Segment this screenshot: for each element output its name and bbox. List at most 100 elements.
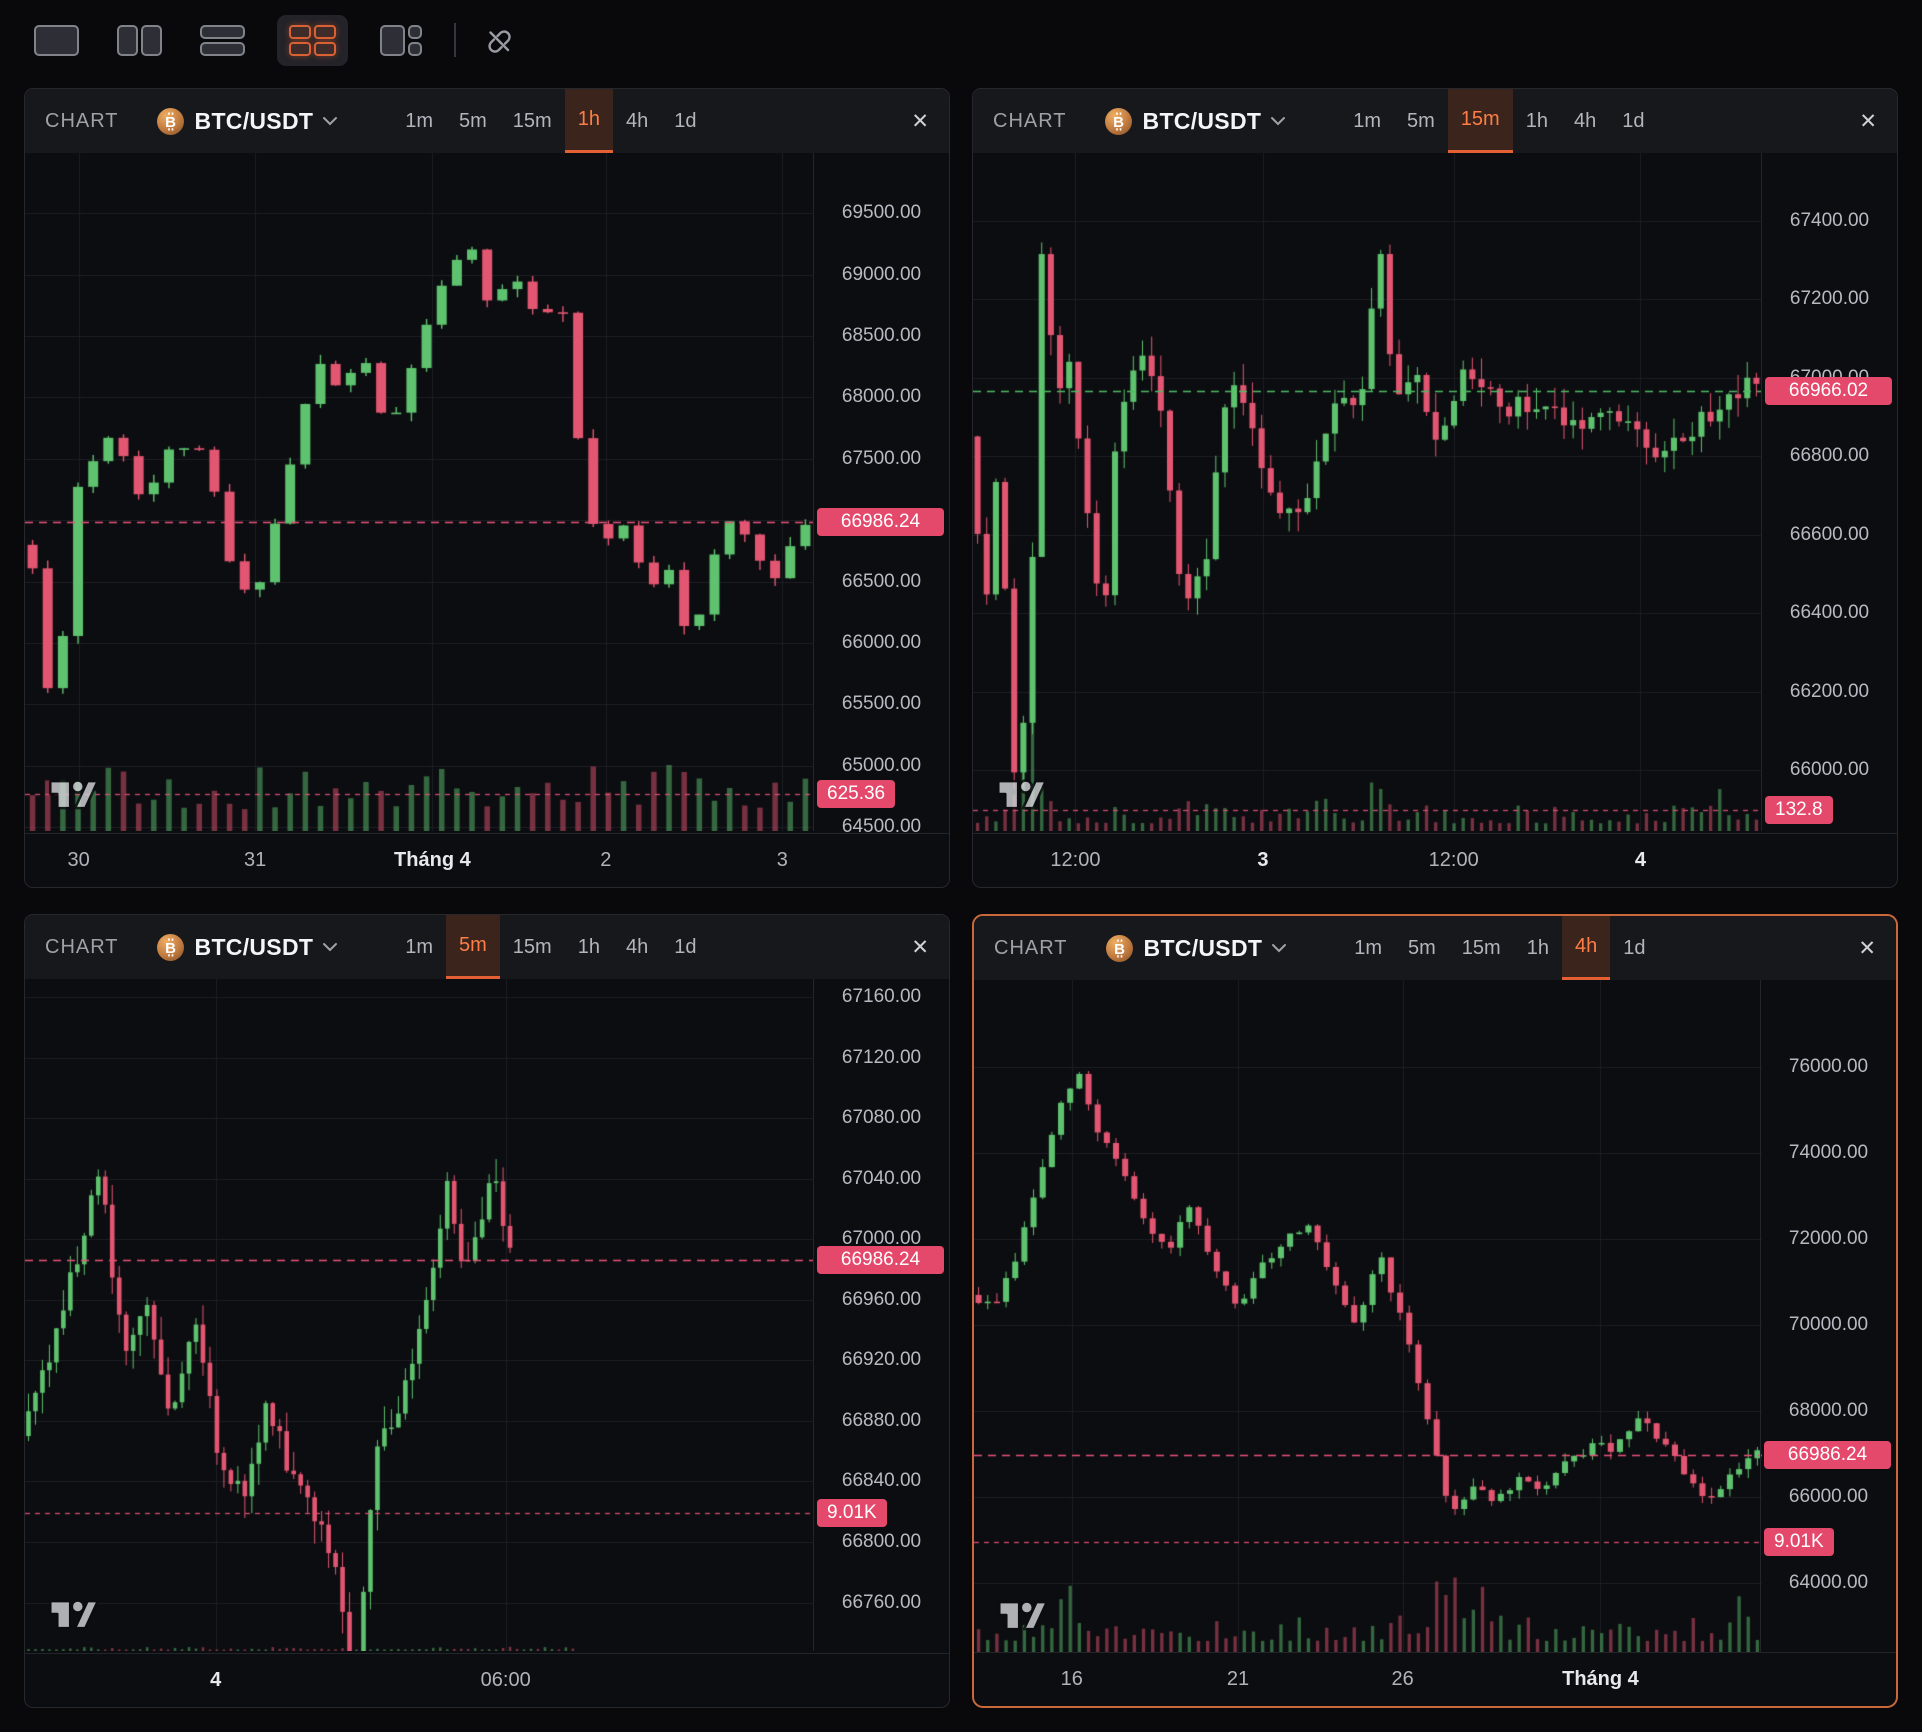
panel-header: CHART B BTC/USDT 1m 5m 15m 1h 4h 1d ✕ bbox=[25, 89, 949, 153]
chevron-down-icon[interactable] bbox=[322, 942, 338, 952]
chart-area: 76000.00 74000.00 72000.00 70000.00 68000.00… bbox=[974, 916, 1896, 1706]
svg-text:B: B bbox=[165, 114, 176, 131]
price-tick-label: 64000.00 bbox=[1788, 1572, 1869, 1594]
price-scale[interactable]: 67160.00 67120.00 67080.00 67040.00 67000.00… bbox=[813, 979, 949, 1651]
candlestick-chart[interactable] bbox=[974, 980, 1762, 1652]
timeframe-15m[interactable]: 15m bbox=[500, 89, 565, 153]
time-scale[interactable]: 16 21 26 Tháng 4 bbox=[974, 1652, 1896, 1706]
layout-one-plus-two-button[interactable] bbox=[374, 19, 428, 62]
timeframe-1d[interactable]: 1d bbox=[1609, 89, 1657, 153]
time-tick-label: 4 bbox=[1634, 849, 1646, 871]
chevron-down-icon[interactable] bbox=[1270, 116, 1286, 126]
timeframe-15m[interactable]: 15m bbox=[1449, 916, 1514, 980]
time-tick-label: 31 bbox=[243, 849, 267, 871]
time-tick-label: 3 bbox=[776, 849, 788, 871]
timeframe-1h[interactable]: 1h bbox=[565, 915, 613, 979]
layout-grid-2x2-button[interactable] bbox=[277, 14, 348, 66]
price-tick-label: 64500.00 bbox=[841, 816, 922, 838]
price-tick-label: 67120.00 bbox=[841, 1046, 922, 1068]
timeframe-1d[interactable]: 1d bbox=[661, 89, 709, 153]
close-panel-button[interactable]: ✕ bbox=[905, 103, 935, 140]
candlestick-chart[interactable] bbox=[973, 153, 1761, 831]
price-tick-label: 76000.00 bbox=[1788, 1055, 1869, 1077]
price-tick-label: 72000.00 bbox=[1788, 1227, 1869, 1249]
close-panel-button[interactable]: ✕ bbox=[1853, 103, 1883, 140]
chevron-down-icon[interactable] bbox=[322, 116, 338, 126]
symbol-button[interactable]: BTC/USDT bbox=[1143, 934, 1263, 961]
chart-panel: CHART B BTC/USDT 1m 5m 15m 1h 4h 1d ✕ 69500.0… bbox=[24, 88, 950, 888]
panel-header: CHART B BTC/USDT 1m 5m 15m 1h 4h 1d ✕ bbox=[25, 915, 949, 979]
unlink-icon bbox=[488, 30, 511, 53]
timeframe-4h[interactable]: 4h bbox=[613, 915, 661, 979]
price-tick-label: 66760.00 bbox=[841, 1591, 922, 1613]
chevron-down-icon[interactable] bbox=[1271, 943, 1287, 953]
timeframe-1d[interactable]: 1d bbox=[1610, 916, 1658, 980]
price-tick-label: 66840.00 bbox=[841, 1470, 922, 1492]
layout-two-rows-button[interactable] bbox=[194, 19, 251, 62]
timeframe-15m[interactable]: 15m bbox=[1447, 89, 1513, 153]
timeframe-4h[interactable]: 4h bbox=[1561, 89, 1609, 153]
price-tick-label: 68000.00 bbox=[841, 386, 922, 408]
last-price-badge: 66986.24 bbox=[1764, 1440, 1891, 1469]
symbol-button[interactable]: BTC/USDT bbox=[194, 933, 314, 960]
symbol-button[interactable]: BTC/USDT bbox=[1142, 107, 1262, 134]
price-scale[interactable]: 69500.00 69000.00 68500.00 68000.00 67500.00… bbox=[813, 153, 949, 837]
time-scale[interactable]: 30 31 Tháng 4 2 3 bbox=[25, 833, 949, 887]
price-tick-label: 68000.00 bbox=[1788, 1400, 1869, 1422]
time-scale[interactable]: 4 06:00 bbox=[25, 1653, 949, 1707]
last-price-badge: 66986.24 bbox=[817, 507, 944, 536]
panel-title: CHART bbox=[45, 109, 119, 132]
layout-two-columns-button[interactable] bbox=[111, 19, 168, 62]
timeframe-5m[interactable]: 5m bbox=[446, 89, 500, 153]
layout-single-button[interactable] bbox=[28, 19, 85, 62]
timeframe-4h[interactable]: 4h bbox=[1561, 916, 1611, 980]
unlink-charts-button[interactable] bbox=[482, 24, 514, 56]
price-tick-label: 69500.00 bbox=[841, 202, 922, 224]
panel-header: CHART B BTC/USDT 1m 5m 15m 1h 4h 1d ✕ bbox=[974, 916, 1896, 980]
close-panel-button[interactable]: ✕ bbox=[1852, 930, 1882, 967]
price-tick-label: 66000.00 bbox=[1789, 759, 1870, 781]
close-panel-button[interactable]: ✕ bbox=[905, 929, 935, 966]
chart-panel: CHART B BTC/USDT 1m 5m 15m 1h 4h 1d ✕ 67400.0… bbox=[972, 88, 1898, 888]
time-tick-label: 30 bbox=[67, 849, 90, 871]
timeframe-tabs: 1m 5m 15m 1h 4h 1d bbox=[1341, 916, 1658, 980]
timeframe-1h[interactable]: 1h bbox=[1513, 89, 1561, 153]
timeframe-1m[interactable]: 1m bbox=[392, 915, 446, 979]
tradingview-logo bbox=[997, 1600, 1049, 1631]
timeframe-1m[interactable]: 1m bbox=[1340, 89, 1394, 153]
timeframe-1m[interactable]: 1m bbox=[1341, 916, 1395, 980]
volume-badge: 625.36 bbox=[817, 779, 896, 808]
panel-header: CHART B BTC/USDT 1m 5m 15m 1h 4h 1d ✕ bbox=[973, 89, 1897, 153]
timeframe-5m[interactable]: 5m bbox=[446, 915, 500, 979]
time-scale[interactable]: 12:00 3 12:00 4 bbox=[973, 833, 1897, 887]
layout-single-icon bbox=[34, 24, 79, 56]
bitcoin-icon: B bbox=[156, 107, 184, 135]
timeframe-5m[interactable]: 5m bbox=[1394, 89, 1448, 153]
time-tick-label: 12:00 bbox=[1428, 849, 1479, 871]
timeframe-4h[interactable]: 4h bbox=[613, 89, 661, 153]
candlestick-chart[interactable] bbox=[25, 979, 813, 1651]
timeframe-1h[interactable]: 1h bbox=[564, 89, 613, 153]
price-tick-label: 66800.00 bbox=[841, 1531, 922, 1553]
bitcoin-icon: B bbox=[1104, 107, 1132, 135]
price-scale[interactable]: 76000.00 74000.00 72000.00 70000.00 68000.00… bbox=[1760, 980, 1896, 1652]
timeframe-1d[interactable]: 1d bbox=[661, 915, 709, 979]
timeframe-tabs: 1m 5m 15m 1h 4h 1d bbox=[392, 915, 709, 979]
timeframe-15m[interactable]: 15m bbox=[500, 915, 565, 979]
chart-area: 67160.00 67120.00 67080.00 67040.00 67000.00… bbox=[25, 915, 949, 1707]
toolbar-divider bbox=[454, 23, 456, 57]
candlestick-chart[interactable] bbox=[25, 153, 813, 831]
time-tick-label: 16 bbox=[1060, 1668, 1083, 1690]
price-tick-label: 69000.00 bbox=[841, 263, 922, 285]
svg-text:B: B bbox=[165, 940, 176, 957]
timeframe-1m[interactable]: 1m bbox=[392, 89, 446, 153]
timeframe-1h[interactable]: 1h bbox=[1514, 916, 1562, 980]
time-tick-label: Tháng 4 bbox=[1562, 1668, 1639, 1690]
chart-panel: CHART B BTC/USDT 1m 5m 15m 1h 4h 1d ✕ 76000.0… bbox=[972, 914, 1898, 1708]
timeframe-5m[interactable]: 5m bbox=[1395, 916, 1449, 980]
symbol-button[interactable]: BTC/USDT bbox=[194, 107, 314, 134]
price-scale[interactable]: 67400.0067200.0067000.0066800.0066600.00… bbox=[1761, 153, 1897, 831]
price-tick-label: 68500.00 bbox=[841, 325, 922, 346]
time-tick-label: 12:00 bbox=[1050, 849, 1101, 871]
price-tick-label: 66500.00 bbox=[841, 570, 922, 592]
